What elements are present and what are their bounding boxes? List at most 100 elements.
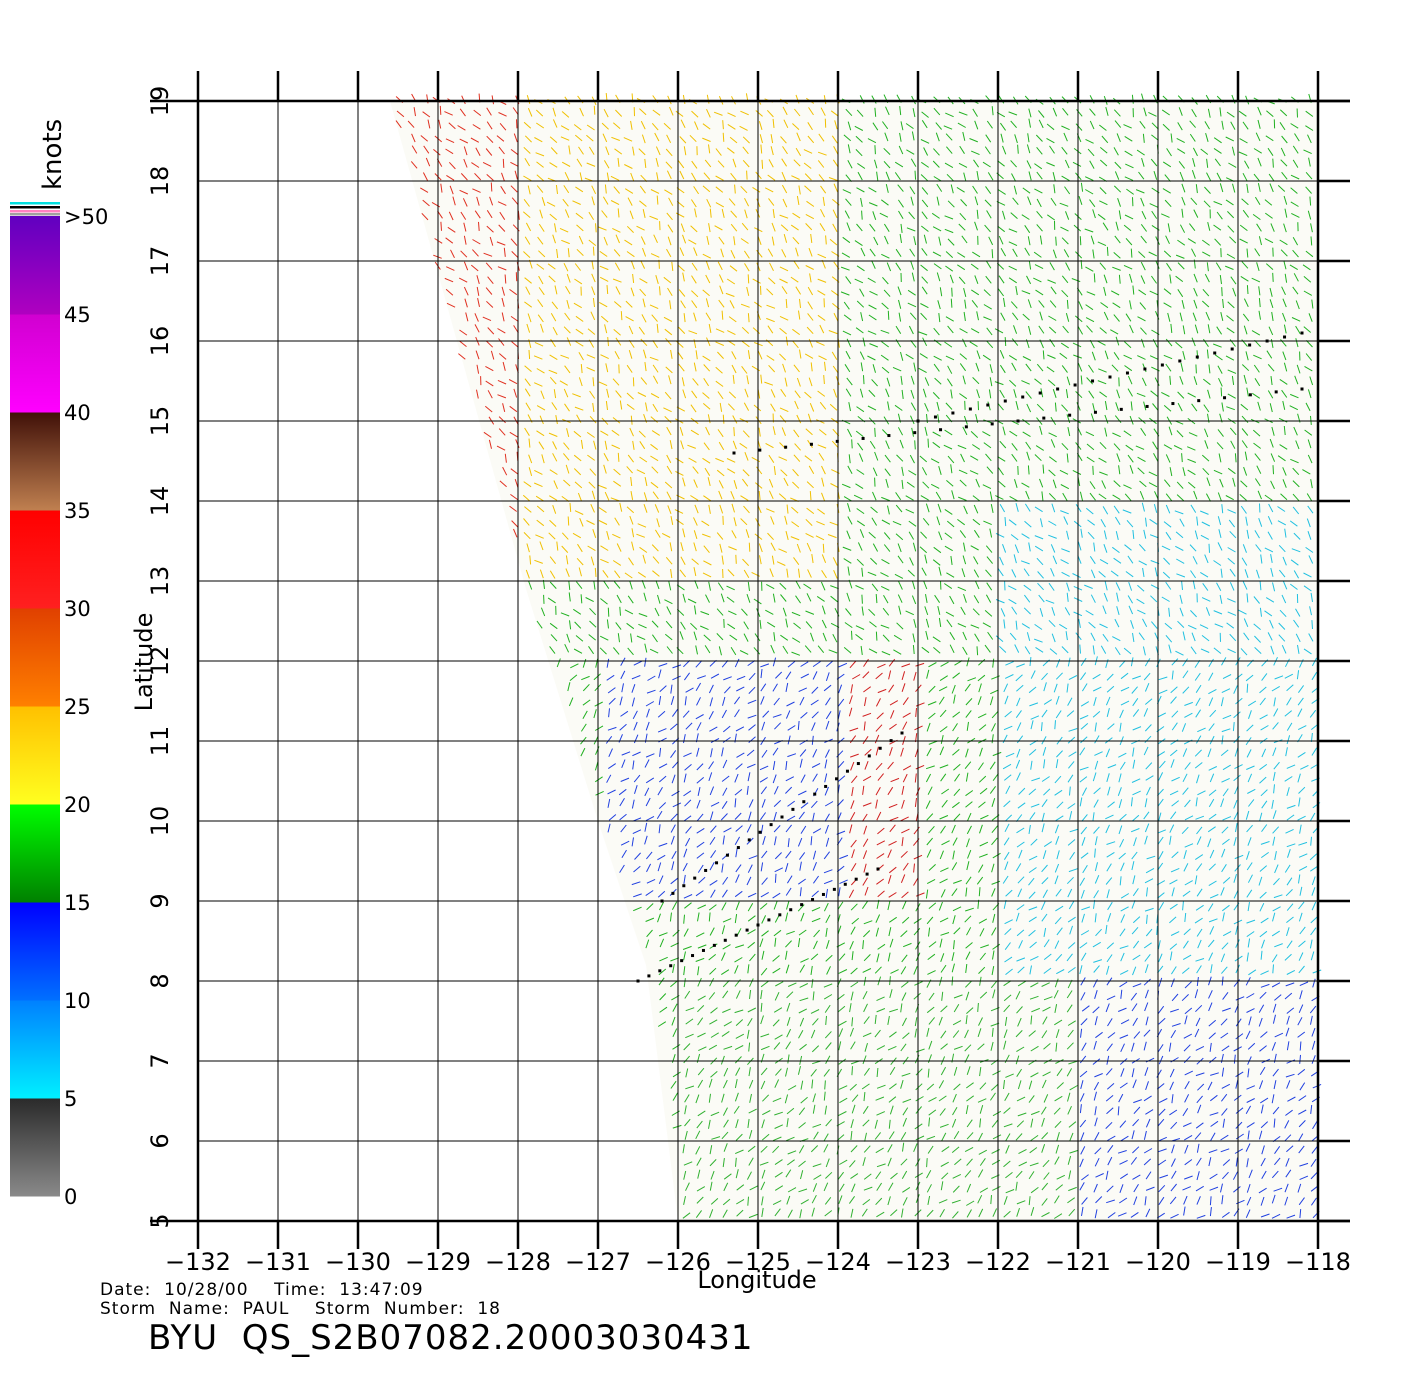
wind-vector <box>747 1145 756 1153</box>
wind-vector <box>696 1157 702 1166</box>
wind-vector <box>901 891 909 899</box>
wind-vector <box>621 683 624 693</box>
wind-vector <box>797 904 805 912</box>
wind-vector <box>665 620 673 629</box>
wind-vector <box>1167 223 1171 233</box>
wind-vector <box>976 646 979 656</box>
wind-vector <box>845 388 852 397</box>
wind-vector <box>1013 325 1018 334</box>
wind-vector <box>709 861 715 871</box>
wind-vector <box>1235 1018 1242 1027</box>
wind-vector <box>683 894 693 899</box>
wind-vector <box>1204 440 1209 449</box>
wind-vector <box>1003 774 1012 781</box>
wind-vector <box>953 1130 960 1140</box>
wind-vector <box>559 380 568 386</box>
wind-vector <box>825 914 831 924</box>
wind-vector <box>736 686 745 692</box>
wind-vector <box>855 327 864 334</box>
wind-vector <box>868 202 878 207</box>
wind-vector <box>812 671 818 680</box>
wind-vector <box>830 595 838 603</box>
wind-vector <box>708 954 717 961</box>
wind-vector <box>794 400 799 410</box>
wind-vector <box>767 621 776 628</box>
wind-vector <box>921 467 928 476</box>
wind-vector <box>991 1119 999 1128</box>
wind-vector <box>1235 925 1239 935</box>
wind-vector <box>938 313 941 323</box>
wind-vector <box>629 427 634 437</box>
wind-vector <box>1284 273 1288 283</box>
wind-vector <box>706 198 712 208</box>
wind-vector <box>1004 814 1013 822</box>
wind-vector <box>977 713 987 719</box>
wind-vector <box>538 250 546 258</box>
wind-vector <box>1286 1059 1296 1064</box>
wind-vector <box>772 1145 780 1154</box>
wind-vector <box>882 276 889 285</box>
wind-vector <box>1056 750 1063 758</box>
wind-vector <box>952 1211 959 1219</box>
wind-vector <box>1220 387 1223 397</box>
wind-vector <box>1066 530 1070 540</box>
wind-vector <box>800 774 806 783</box>
wind-vector <box>693 186 700 195</box>
wind-vector <box>1246 1196 1252 1206</box>
wind-vector <box>1101 480 1107 489</box>
wind-vector <box>859 388 864 398</box>
wind-vector <box>1208 1002 1213 1012</box>
wind-vector <box>747 714 757 719</box>
wind-vector <box>659 938 665 948</box>
wind-vector <box>785 1169 792 1178</box>
wind-vector <box>1246 765 1255 770</box>
wind-vector <box>922 517 930 526</box>
wind-vector <box>658 842 668 847</box>
wind-vector <box>1079 797 1083 807</box>
wind-vector <box>708 711 714 720</box>
wind-vector <box>664 391 672 400</box>
wind-vector <box>992 658 995 668</box>
wind-vector <box>1204 186 1211 194</box>
wind-vector <box>914 440 916 450</box>
wind-vector <box>613 647 620 655</box>
wind-vector <box>575 186 584 193</box>
wind-vector <box>1130 992 1137 1001</box>
wind-vector <box>881 366 890 374</box>
wind-vector <box>637 571 646 578</box>
wind-vector <box>1106 673 1114 681</box>
wind-vector <box>1260 970 1269 976</box>
wind-vector <box>700 625 709 631</box>
wind-vector <box>448 161 456 170</box>
wind-vector <box>600 598 608 605</box>
wind-vector <box>957 623 967 628</box>
wind-vector <box>773 466 776 476</box>
wind-vector <box>721 775 730 782</box>
wind-vector <box>1245 1030 1251 1040</box>
wind-vector <box>1297 1133 1304 1142</box>
wind-vector <box>861 567 864 577</box>
wind-vector <box>982 354 991 361</box>
wind-vector <box>875 927 879 937</box>
wind-vector <box>1074 315 1083 323</box>
wind-vector <box>952 837 958 846</box>
wind-vector <box>900 1043 907 1052</box>
wind-vector <box>1144 964 1149 974</box>
wind-vector <box>1084 584 1093 589</box>
wind-vector <box>1060 484 1070 490</box>
wind-vector <box>989 696 994 706</box>
wind-vector <box>880 199 889 206</box>
wind-vector <box>820 581 826 591</box>
wind-vector <box>626 466 633 474</box>
wind-vector <box>1213 224 1222 231</box>
wind-vector <box>829 521 839 526</box>
wind-vector <box>976 876 984 885</box>
wind-vector <box>933 176 942 182</box>
wind-vector <box>812 828 822 834</box>
wind-vector <box>549 213 558 221</box>
wind-vector <box>938 686 948 692</box>
wind-vector <box>796 195 800 205</box>
wind-vector <box>787 982 797 987</box>
wind-vector <box>693 312 697 322</box>
